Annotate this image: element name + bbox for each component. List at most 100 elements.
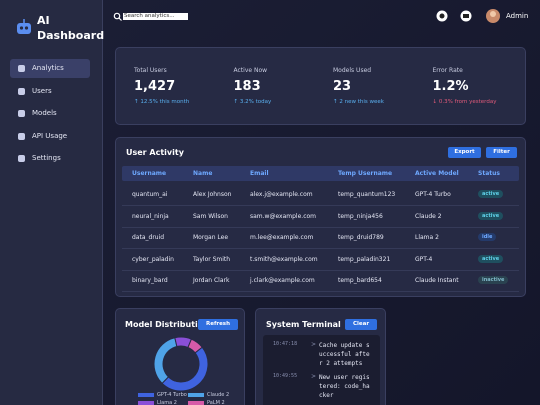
- legend-label: GPT-4 Turbo: [157, 392, 187, 398]
- nav-icon: [18, 132, 25, 140]
- table-row[interactable]: binary_bard Jordan Clark j.clark@example.c…: [122, 270, 519, 292]
- log-prompt: >: [311, 341, 317, 348]
- table-row[interactable]: data_druid Morgan Lee m.lee@example.com tem…: [122, 227, 519, 249]
- nav-label: API Usage: [32, 131, 68, 140]
- stat-change: ↓ 0.3% from yesterday: [432, 99, 497, 105]
- table-header: [122, 166, 519, 181]
- nav-label: Models: [32, 109, 57, 117]
- column-header: Username: [132, 170, 167, 177]
- log-message: Cache update successful after 2 attempts: [319, 342, 370, 367]
- table-button[interactable]: Export: [448, 147, 481, 158]
- table-cell: binary_bard: [132, 277, 168, 284]
- stat-value: 23: [333, 79, 352, 94]
- table-cell: alex.j@example.com: [250, 191, 313, 198]
- table-cell: Claude 2: [415, 212, 442, 220]
- nav-icon: [18, 110, 25, 117]
- stat-change: ↑ 2 new this week: [333, 99, 384, 105]
- table-cell: temp_ninja456: [338, 212, 383, 220]
- table-cell: temp_quantum123: [338, 191, 396, 198]
- table-cell: temp_paladin321: [338, 255, 391, 263]
- search-input[interactable]: Search analytics...: [123, 13, 188, 20]
- donut-segment: [153, 337, 178, 385]
- log-time: 10:49:55: [273, 373, 298, 379]
- column-header: Status: [478, 170, 500, 177]
- stat-value: 1.2%: [432, 79, 469, 94]
- table-button[interactable]: Filter: [486, 147, 517, 158]
- nav-item[interactable]: Users: [10, 82, 90, 101]
- table-cell: Llama 2: [415, 234, 439, 241]
- column-header: Active Model: [415, 170, 459, 177]
- log-message: New user registered: code_hacker: [319, 374, 370, 399]
- status-badge: active: [478, 254, 504, 263]
- table-cell: data_druid: [132, 234, 165, 241]
- clear-button[interactable]: Clear: [345, 319, 377, 330]
- table-row[interactable]: quantum_ai Alex Johnson alex.j@example.com…: [122, 184, 519, 206]
- nav-item[interactable]: Settings: [10, 149, 90, 168]
- table-cell: quantum_ai: [132, 191, 168, 198]
- nav-item[interactable]: Analytics: [10, 59, 90, 78]
- terminal-output: [263, 335, 380, 405]
- table-row[interactable]: neural_ninja Sam Wilson sam.w@example.com t…: [122, 206, 519, 228]
- table-cell: Alex Johnson: [193, 191, 232, 198]
- logo-icon: [17, 19, 31, 34]
- nav-item[interactable]: Models: [10, 104, 90, 123]
- table-cell: Morgan Lee: [193, 234, 229, 241]
- table-cell: GPT-4 Turbo: [415, 191, 451, 198]
- table-cell: temp_druid789: [338, 234, 384, 241]
- stat-change: ↑ 12.5% this month: [134, 99, 190, 105]
- stat-label: Error Rate: [432, 67, 463, 74]
- column-header: Temp Username: [338, 170, 393, 177]
- card-title: Model Distribution: [125, 320, 209, 329]
- table-cell: Taylor Smith: [193, 255, 231, 263]
- stat-change: ↑ 3.2% today: [233, 99, 272, 105]
- table-cell: neural_ninja: [132, 212, 169, 220]
- stat-label: Active Now: [233, 67, 268, 74]
- legend-swatch: [138, 393, 154, 397]
- nav-icon: [18, 155, 25, 162]
- column-header: Email: [250, 170, 269, 177]
- table-cell: j.clark@example.com: [250, 277, 315, 284]
- search-icon: [113, 12, 122, 21]
- status-badge: idle: [478, 233, 497, 241]
- table-cell: t.smith@example.com: [250, 255, 318, 263]
- table-cell: sam.w@example.com: [250, 212, 317, 220]
- header-icons: [436, 9, 500, 23]
- terminal-card: System Terminal Clear 10:47:18 > Cache upd…: [255, 308, 386, 405]
- donut-segment: [161, 346, 209, 392]
- stat-value: 183: [233, 79, 261, 94]
- legend-swatch: [188, 393, 204, 397]
- donut-segment: [187, 338, 203, 354]
- refresh-button[interactable]: Refresh: [198, 319, 238, 330]
- table-cell: Claude Instant: [415, 277, 459, 284]
- nav-item[interactable]: API Usage: [10, 127, 90, 146]
- nav-label: Users: [32, 86, 52, 95]
- nav-label: Analytics: [32, 64, 64, 72]
- stats-card: Total Users 1,427 ↑ 12.5% this month Active…: [115, 47, 526, 125]
- nav-icon: [18, 65, 25, 72]
- stat-label: Models Used: [333, 67, 372, 74]
- stat-value: 1,427: [134, 79, 176, 94]
- donut-chart: [153, 336, 209, 392]
- status-badge: inactive: [478, 276, 509, 284]
- distribution-card: Model Distribution Refresh GPT-4 Turbo Cl…: [115, 308, 245, 405]
- legend-swatch: [138, 401, 154, 405]
- table-cell: Sam Wilson: [193, 212, 228, 220]
- user-name[interactable]: Admin: [506, 12, 529, 20]
- legend-label: Claude 2: [207, 392, 230, 398]
- stat-label: Total Users: [134, 67, 167, 74]
- table-cell: temp_bard654: [338, 277, 382, 284]
- log-prompt: >: [311, 373, 317, 380]
- legend-swatch: [188, 401, 204, 405]
- nav-icon: [18, 87, 25, 95]
- table-cell: Jordan Clark: [193, 277, 230, 284]
- nav-label: Settings: [32, 154, 61, 162]
- column-header: Name: [193, 170, 213, 177]
- log-time: 10:47:18: [273, 341, 298, 347]
- table-cell: cyber_paladin: [132, 255, 174, 263]
- app-title: AI Dashboard: [37, 14, 105, 42]
- legend-label: PaLM 2: [207, 400, 225, 405]
- legend-label: Llama 2: [157, 400, 177, 405]
- sidebar: AI Dashboard Analytics Users Models API Usa…: [0, 0, 105, 405]
- table-row[interactable]: cyber_paladin Taylor Smith t.smith@example…: [122, 249, 519, 271]
